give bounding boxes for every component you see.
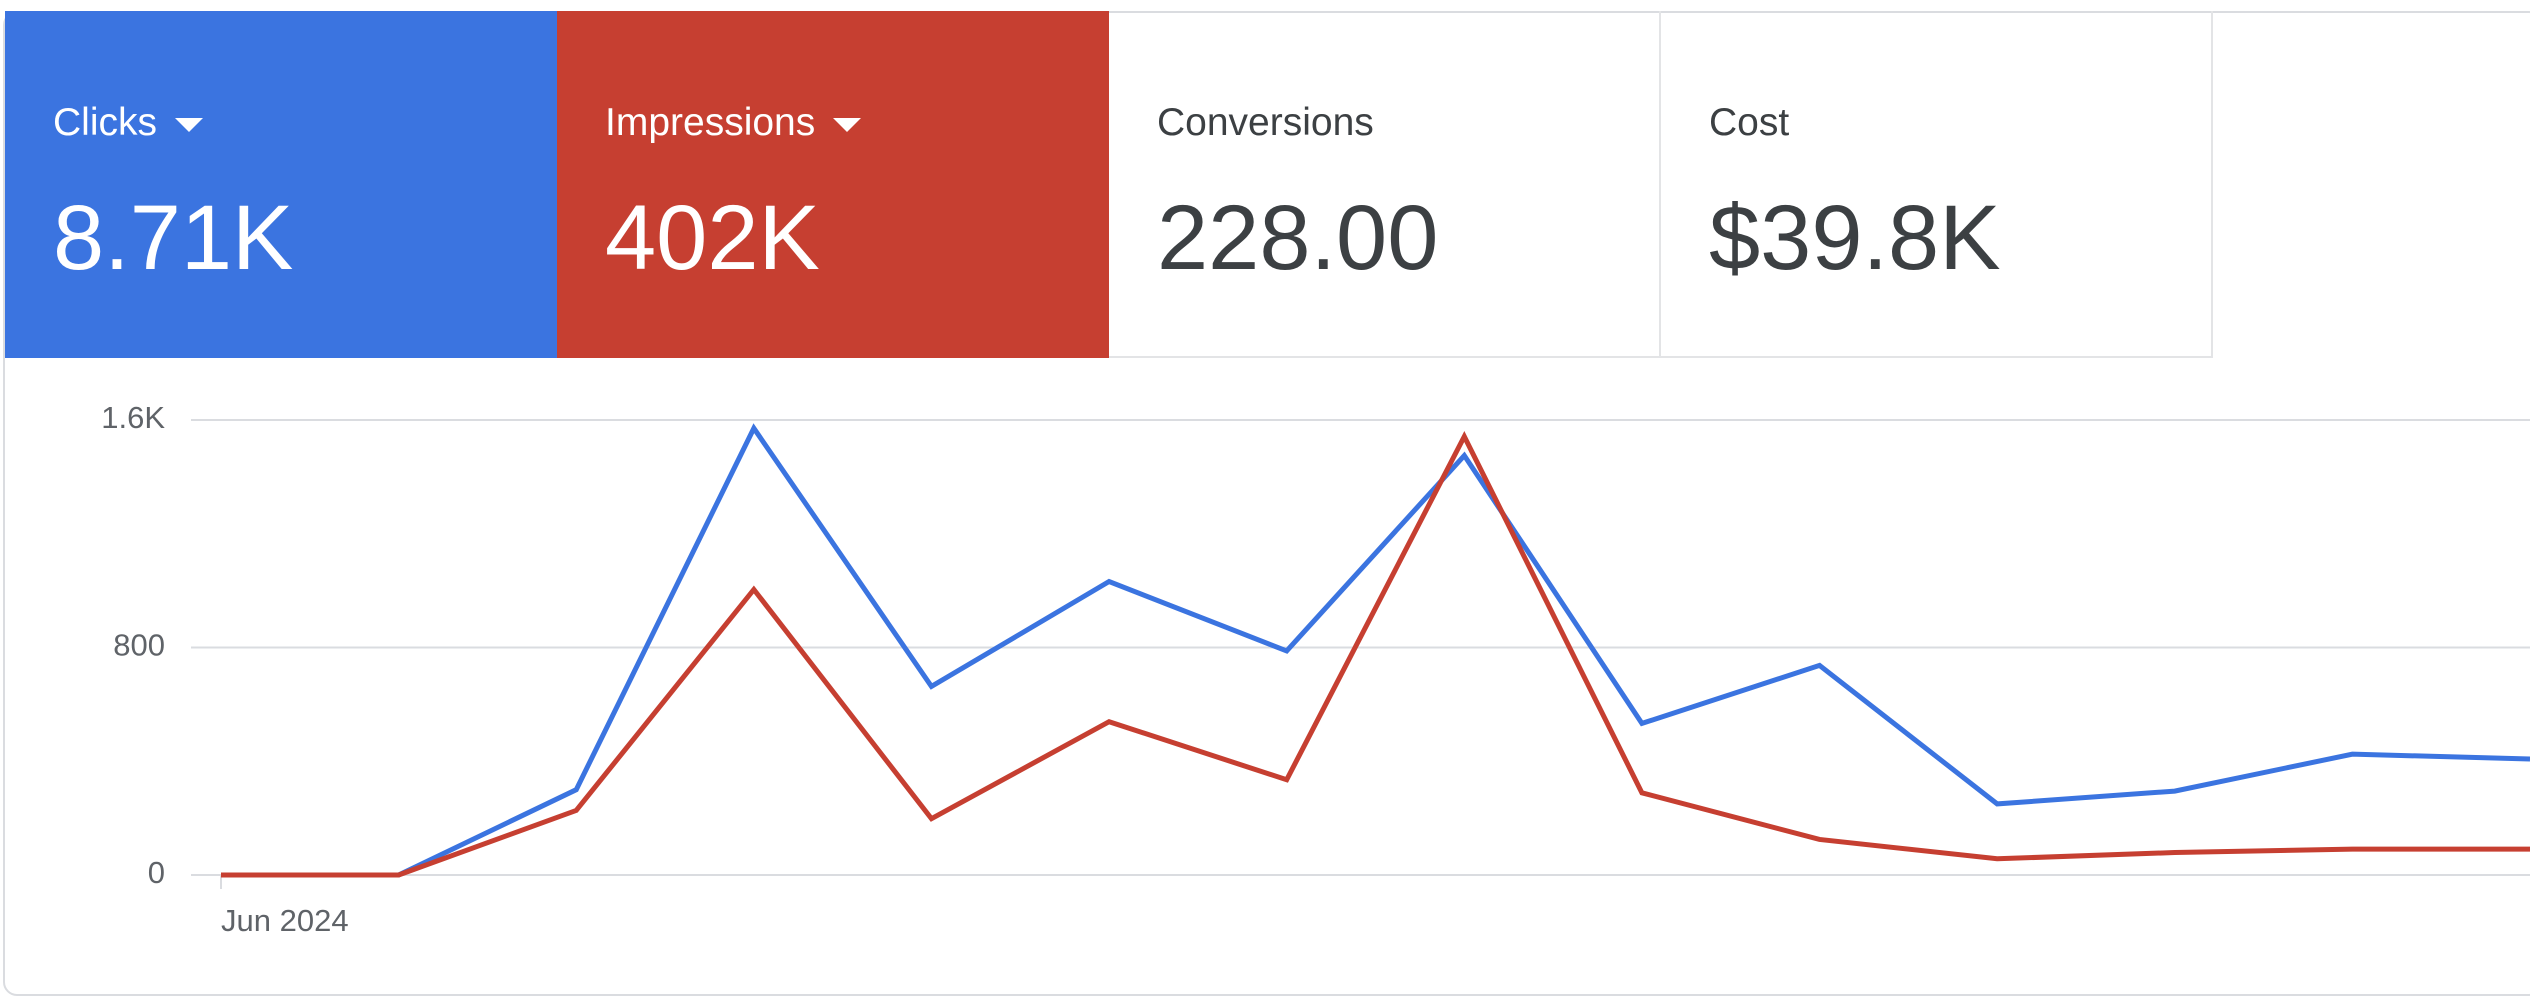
panel-frame [3,11,2530,996]
metric-card[interactable]: Clicks 8.71K [5,11,557,358]
series-line [221,430,2530,878]
metric-label-text: Clicks [53,101,157,144]
metric-label: Cost [1709,101,1790,144]
dropdown-arrow[interactable] [175,117,203,132]
metric-label[interactable]: Clicks [53,101,203,145]
metric-card[interactable]: Conversions 228.00 [1109,11,1661,358]
dropdown-arrow[interactable] [833,117,862,132]
series-line [221,423,2530,878]
metric-label-text: Impressions [605,101,816,144]
y-tick-label: 1.6K [101,400,165,435]
metric-card[interactable]: Cost $39.8K [1661,11,2213,358]
metric-value: 228.00 [1157,187,1439,289]
metric-label: Conversions [1157,101,1374,144]
metric-label[interactable]: Impressions [605,101,862,145]
metric-value: 402K [605,187,820,289]
metric-value: $39.8K [1709,187,2001,289]
y-tick-label: 800 [113,628,165,663]
x-tick-label: Jun 2024 [221,903,349,938]
metric-value: 8.71K [53,187,294,289]
y-tick-label: 0 [148,855,165,890]
metric-card[interactable]: Impressions 402K [557,11,1109,358]
